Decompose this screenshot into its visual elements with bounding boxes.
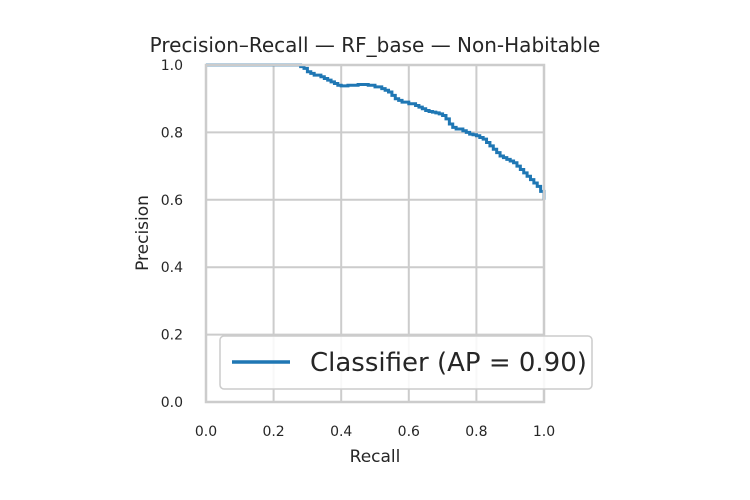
legend-label: Classifier (AP = 0.90): [310, 348, 587, 378]
y-tick-label: 0.2: [161, 328, 183, 344]
x-tick-label: 0.0: [195, 424, 217, 440]
x-axis-label: Recall: [350, 447, 401, 467]
y-tick-label: 1.0: [161, 58, 183, 74]
legend-box: [219, 335, 593, 390]
y-tick-labels: 0.0 0.2 0.4 0.6 0.8 1.0: [161, 58, 183, 411]
x-tick-label: 0.4: [330, 424, 352, 440]
x-tick-label: 0.2: [262, 424, 284, 440]
x-tick-label: 0.6: [398, 424, 420, 440]
series-line: [206, 63, 546, 200]
x-tick-label: 1.0: [533, 424, 555, 440]
x-tick-label: 0.8: [465, 424, 487, 440]
grid-lines: [205, 64, 545, 403]
y-tick-label: 0.0: [161, 395, 183, 411]
chart-title: Precision–Recall — RF_base — Non-Habitab…: [150, 33, 601, 57]
y-tick-label: 0.4: [161, 260, 183, 276]
plot-frame: [204, 63, 546, 404]
y-tick-label: 0.8: [161, 125, 183, 141]
x-tick-labels: 0.0 0.2 0.4 0.6 0.8 1.0: [195, 424, 555, 440]
y-axis-label: Precision: [133, 195, 153, 271]
legend: Classifier (AP = 0.90): [219, 335, 593, 390]
series-group: [206, 63, 546, 200]
y-tick-label: 0.6: [161, 193, 183, 209]
